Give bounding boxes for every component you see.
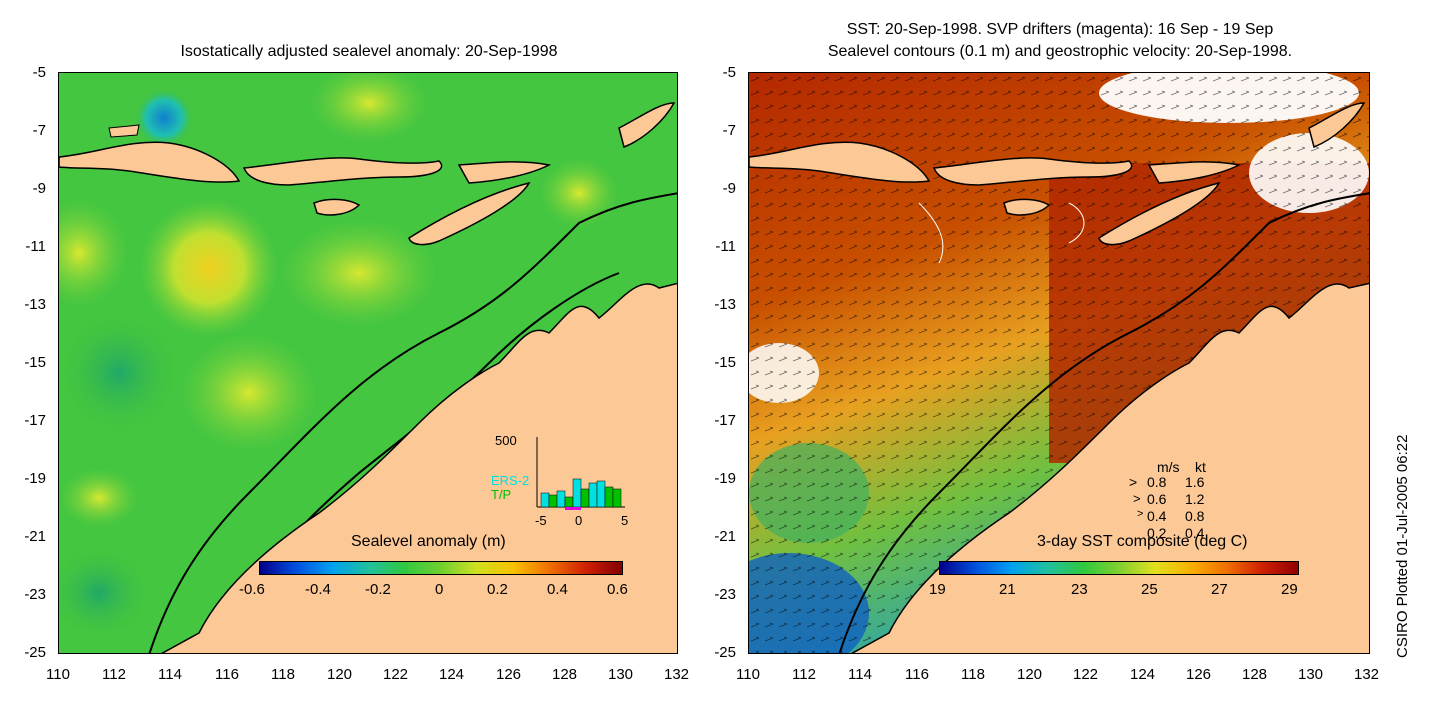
track-count-inset: 500 ERS-2 T/P -5 0 5 [479,433,639,533]
y-tick: -5 [32,64,46,81]
legend-ms: 0.6 [1147,491,1167,507]
y-tick: -13 [714,296,736,313]
sst-colorbar-label: 3-day SST composite (deg C) [1037,533,1248,550]
colorbar-tick: -0.2 [365,581,391,598]
y-tick: -21 [24,528,46,545]
x-tick: 112 [792,666,816,683]
x-tick: 126 [496,666,522,683]
x-tick: 110 [736,666,760,683]
inset-x-tick: 5 [621,513,629,528]
y-tick: -11 [25,238,46,255]
x-tick: 118 [271,666,295,683]
credit-text: CSIRO Plotted 01-Jul-2005 06:22 [1394,434,1411,658]
x-tick: 120 [327,666,353,683]
colorbar-tick: 0.6 [607,581,628,598]
velocity-legend: m/s kt > 0.8 1.6 > 0.6 1.2 > 0.4 0.8 0.2… [1127,459,1267,541]
right-y-axis: -5 -7 -9 -11 -13 -15 -17 -19 -21 -23 -25 [700,64,740,664]
legend-header-ms: m/s [1157,459,1180,475]
right-panel-title-line2: Sealevel contours (0.1 m) and geostrophi… [827,43,1293,60]
y-tick: -7 [32,122,46,139]
sst-colorbar-ticks: 19 21 23 25 27 29 [929,581,1329,601]
legend-kt: 0.8 [1185,508,1205,524]
x-tick: 124 [439,666,465,683]
colorbar-tick: 0.4 [547,581,568,598]
y-tick: -5 [722,64,736,81]
x-tick: 128 [552,666,578,683]
y-tick: -21 [714,528,736,545]
arrow-glyph: > [1129,474,1138,490]
x-tick: 112 [102,666,126,683]
sealevel-colorbar [259,561,623,575]
arrow-glyph: > [1133,491,1141,506]
arrow-glyph: > [1137,508,1144,520]
y-tick: -15 [714,354,736,371]
x-tick: 128 [1242,666,1268,683]
left-panel-title: Isostatically adjusted sealevel anomaly:… [180,43,558,60]
x-tick: 124 [1130,666,1156,683]
colorbar-tick: 29 [1281,581,1298,598]
x-tick: 126 [1186,666,1212,683]
colorbar-tick: -0.4 [305,581,331,598]
legend-ms: 0.2 [1147,525,1167,541]
x-tick: 114 [848,666,872,683]
y-tick: -13 [24,296,46,313]
x-tick: 122 [1073,666,1099,683]
y-tick: -19 [24,470,46,487]
colorbar-tick: 19 [929,581,946,598]
y-tick: -25 [714,644,736,661]
y-tick: -11 [715,238,736,255]
colorbar-tick: 0 [435,581,444,598]
x-tick: 130 [1298,666,1324,683]
y-tick: -9 [32,180,46,197]
sealevel-colorbar-ticks: -0.6 -0.4 -0.2 0 0.2 0.4 0.6 [239,581,641,601]
colorbar-tick: 21 [999,581,1016,598]
inset-legend-tp: T/P [491,487,512,502]
y-tick: -17 [24,412,46,429]
legend-ms: 0.8 [1147,474,1167,490]
y-tick: -25 [24,644,46,661]
y-tick: -23 [24,586,46,603]
right-panel-title-line1: SST: 20-Sep-1998. SVP drifters (magenta)… [846,21,1274,38]
legend-kt: 0.4 [1185,525,1205,541]
x-tick: 114 [158,666,182,683]
x-tick: 118 [961,666,985,683]
legend-kt: 1.6 [1185,474,1205,490]
x-tick: 132 [1354,666,1380,683]
x-tick: 116 [905,666,929,683]
x-tick: 120 [1017,666,1043,683]
colorbar-tick: 27 [1211,581,1228,598]
legend-kt: 1.2 [1185,491,1205,507]
x-tick: 122 [383,666,409,683]
x-tick: 130 [608,666,634,683]
sealevel-anomaly-map: Sealevel anomaly (m) -0.6 -0.4 -0.2 0 0.… [58,72,678,654]
colorbar-tick: 25 [1141,581,1158,598]
left-x-axis: 110 112 114 116 118 120 122 124 126 128 … [40,666,700,686]
y-tick: -9 [722,180,736,197]
inset-x-tick: 0 [575,513,583,528]
y-tick: -7 [722,122,736,139]
left-y-axis: -5 -7 -9 -11 -13 -15 -17 -19 -21 -23 -25 [0,64,50,664]
y-tick: -19 [714,470,736,487]
right-x-axis: 110 112 114 116 118 120 122 124 126 128 … [730,666,1400,686]
inset-legend-ers: ERS-2 [491,473,530,488]
x-tick: 132 [664,666,690,683]
x-tick: 116 [215,666,239,683]
y-tick: -23 [714,586,736,603]
inset-y-label: 500 [495,433,517,448]
colorbar-tick: -0.6 [239,581,265,598]
x-tick: 110 [46,666,70,683]
legend-header-kt: kt [1195,459,1206,475]
colorbar-tick: 23 [1071,581,1088,598]
y-tick: -17 [714,412,736,429]
sst-velocity-map: m/s kt > 0.8 1.6 > 0.6 1.2 > 0.4 0.8 0.2… [748,72,1370,654]
inset-x-tick: -5 [535,513,547,528]
legend-ms: 0.4 [1147,508,1167,524]
colorbar-tick: 0.2 [487,581,508,598]
y-tick: -15 [24,354,46,371]
sst-colorbar [939,561,1299,575]
sealevel-colorbar-label: Sealevel anomaly (m) [351,533,506,550]
